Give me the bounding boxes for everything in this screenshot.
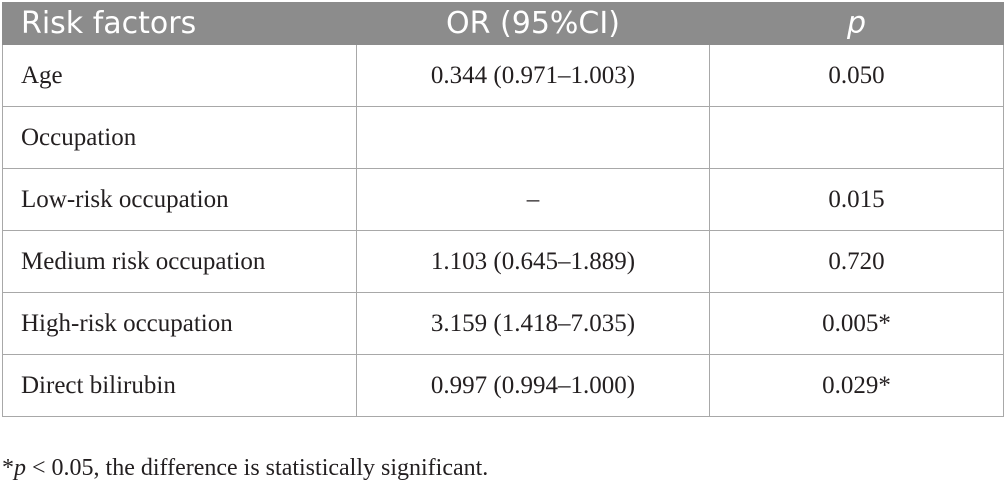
- table-row: Direct bilirubin 0.997 (0.994–1.000) 0.0…: [2, 354, 1004, 417]
- header-or-95ci: OR (95%CI): [356, 2, 710, 45]
- table-row: Occupation: [2, 106, 1004, 169]
- header-risk-factors: Risk factors: [2, 2, 357, 45]
- table-row: Age 0.344 (0.971–1.003) 0.050: [2, 44, 1004, 107]
- cell-risk-factor: Occupation: [2, 106, 357, 169]
- table-header-row: Risk factors OR (95%CI) p: [2, 2, 1004, 45]
- risk-factors-table-container: Risk factors OR (95%CI) p Age 0.344 (0.9…: [2, 2, 1004, 417]
- table-row: Medium risk occupation 1.103 (0.645–1.88…: [2, 230, 1004, 293]
- footnote-star: *: [2, 455, 14, 481]
- cell-p-value: 0.029*: [709, 354, 1004, 417]
- cell-risk-factor: Low-risk occupation: [2, 168, 357, 231]
- table-footnote: *p < 0.05, the difference is statistical…: [2, 455, 488, 482]
- cell-risk-factor: Direct bilirubin: [2, 354, 357, 417]
- cell-or-ci: 0.997 (0.994–1.000): [356, 354, 710, 417]
- cell-or-ci: 1.103 (0.645–1.889): [356, 230, 710, 293]
- cell-p-value: 0.050: [709, 44, 1004, 107]
- risk-factors-table: Risk factors OR (95%CI) p Age 0.344 (0.9…: [2, 2, 1004, 417]
- table-row: High-risk occupation 3.159 (1.418–7.035)…: [2, 292, 1004, 355]
- footnote-p-symbol: p: [14, 455, 26, 481]
- cell-risk-factor: Age: [2, 44, 357, 107]
- cell-or-ci: 0.344 (0.971–1.003): [356, 44, 710, 107]
- cell-p-value: [709, 106, 1004, 169]
- table-row: Low-risk occupation – 0.015: [2, 168, 1004, 231]
- cell-p-value: 0.015: [709, 168, 1004, 231]
- footnote-text: < 0.05, the difference is statistically …: [26, 455, 489, 481]
- cell-or-ci: [356, 106, 710, 169]
- cell-risk-factor: High-risk occupation: [2, 292, 357, 355]
- header-p-value: p: [709, 2, 1004, 45]
- cell-risk-factor: Medium risk occupation: [2, 230, 357, 293]
- cell-p-value: 0.005*: [709, 292, 1004, 355]
- cell-or-ci: –: [356, 168, 710, 231]
- cell-p-value: 0.720: [709, 230, 1004, 293]
- cell-or-ci: 3.159 (1.418–7.035): [356, 292, 710, 355]
